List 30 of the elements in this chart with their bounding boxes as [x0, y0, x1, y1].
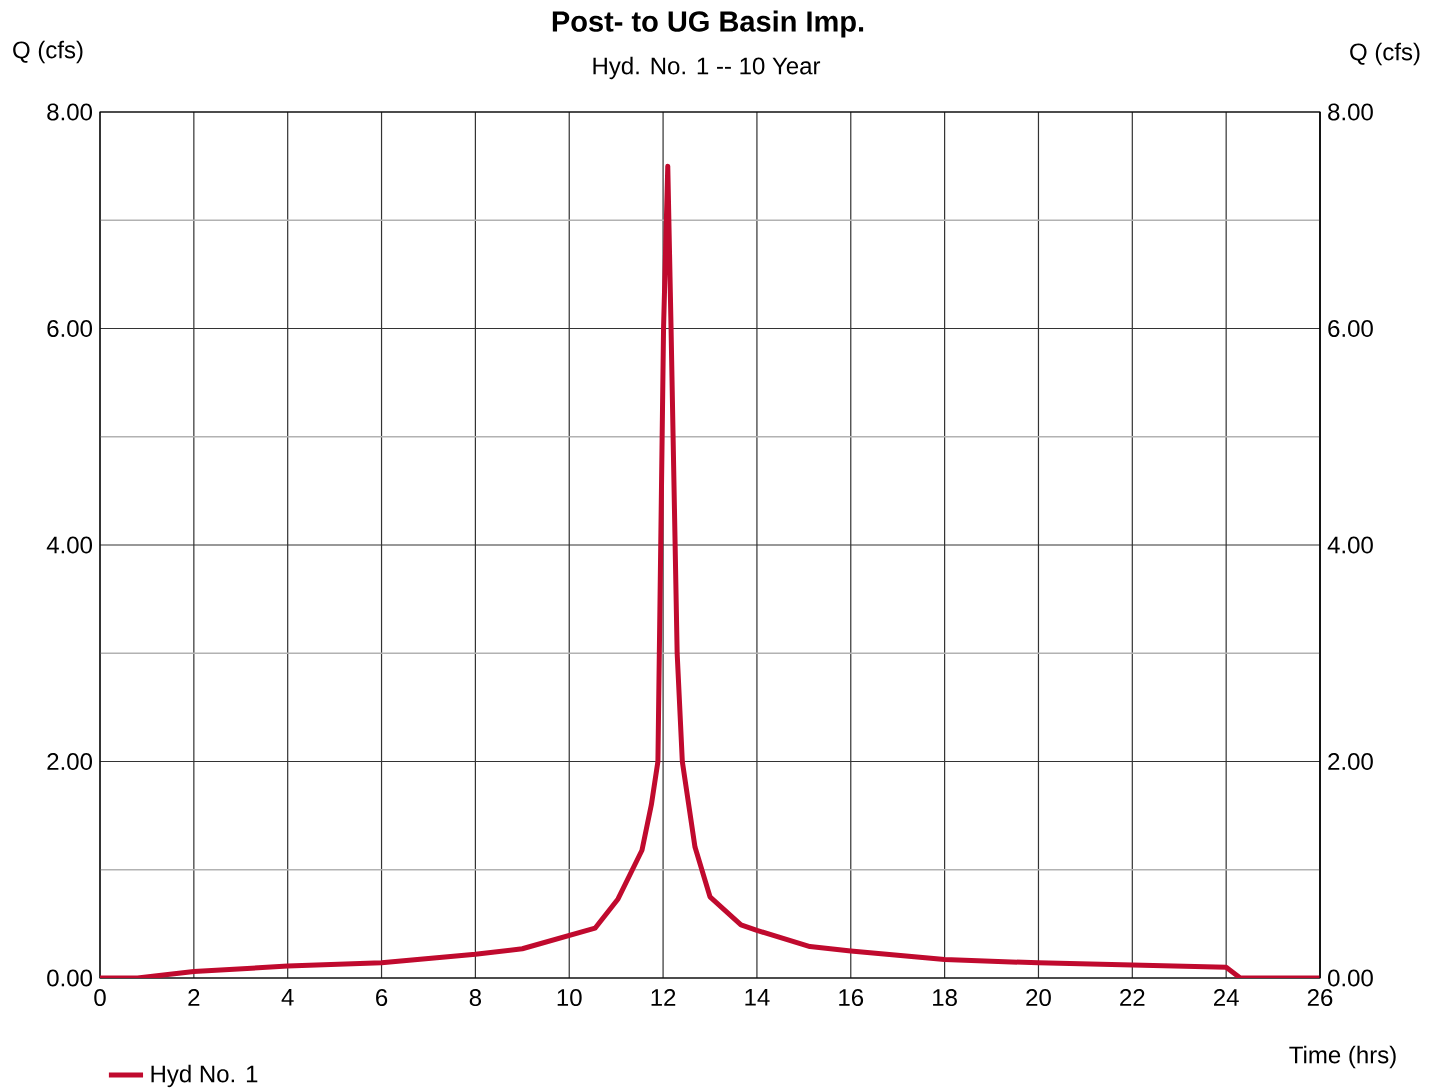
- x-tick-label: 16: [839, 989, 864, 1007]
- y-tick-label: 6.00: [47, 320, 93, 337]
- y-tick-label: 0.00: [47, 969, 93, 987]
- y-axis-title: Q (cfs): [13, 40, 83, 64]
- y2-tick-label: 4.00: [1327, 536, 1373, 554]
- chart-subtitle: Hyd. No. 1 -- 10 Year: [593, 56, 821, 80]
- x-tick-label: 18: [933, 989, 957, 1007]
- x-tick-label: 0: [94, 989, 106, 1007]
- y2-tick-label: 2.00: [1328, 753, 1373, 770]
- y-tick-label: 2.00: [47, 753, 93, 770]
- y2-tick-label: 0.00: [1328, 969, 1373, 987]
- x-tick-label: 10: [557, 989, 582, 1007]
- y2-axis-title: Q (cfs): [1350, 42, 1420, 66]
- legend-label: Hyd No. 1: [151, 1064, 258, 1088]
- x-tick-label: 24: [1214, 989, 1239, 1006]
- x-tick-label: 20: [1026, 989, 1051, 1007]
- x-tick-label: 2: [188, 989, 200, 1006]
- x-tick-label: 12: [651, 989, 676, 1006]
- x-tick-label: 4: [281, 989, 294, 1006]
- x-tick-label: 14: [745, 989, 770, 1006]
- y-tick-label: 4.00: [46, 536, 93, 554]
- x-tick-label: 8: [469, 989, 482, 1007]
- x-tick-label: 26: [1307, 989, 1333, 1007]
- x-axis-title: Time (hrs): [1289, 1045, 1396, 1069]
- chart-title: Post- to UG Basin Imp.: [552, 10, 864, 38]
- y2-tick-label: 6.00: [1328, 320, 1373, 337]
- x-tick-label: 22: [1120, 989, 1145, 1006]
- x-tick-label: 6: [376, 989, 388, 1007]
- y-tick-label: 8.00: [47, 103, 93, 121]
- y2-tick-label: 8.00: [1328, 103, 1373, 121]
